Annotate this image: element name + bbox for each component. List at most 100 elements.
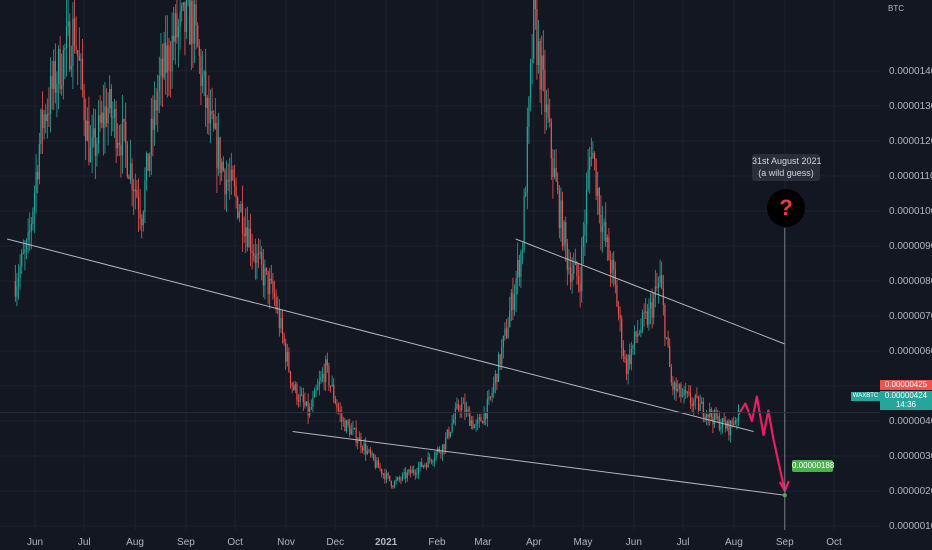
candle-body — [525, 192, 527, 197]
candle-body — [638, 333, 640, 335]
candle-body — [219, 137, 221, 173]
candle-body — [597, 188, 599, 196]
candle-body — [673, 382, 676, 390]
candle-body — [246, 227, 248, 248]
candle-body — [374, 459, 376, 468]
candle-body — [681, 395, 684, 397]
candle-body — [365, 443, 367, 454]
trendline[interactable] — [515, 238, 785, 345]
projection-line — [737, 395, 786, 492]
candle-body — [83, 89, 85, 120]
candle-body — [489, 396, 492, 398]
candle-body — [600, 214, 602, 233]
candle-body — [448, 429, 450, 437]
candle-body — [27, 231, 29, 241]
y-tick-label: 0.00000700 — [889, 311, 932, 322]
y-tick-label: 0.00001200 — [889, 136, 932, 147]
current-price-label: 0.00000424 14:36 — [880, 391, 932, 410]
candle-body — [38, 144, 40, 180]
candle-body — [529, 62, 532, 98]
candle-body — [307, 401, 309, 416]
candle-body — [385, 473, 388, 480]
candle-body — [264, 267, 266, 286]
candle-body — [57, 48, 60, 84]
candle-body — [609, 260, 612, 274]
candle-body — [456, 403, 458, 409]
candle-body — [283, 334, 285, 344]
candle-body — [414, 472, 416, 475]
candle-body — [571, 273, 573, 283]
grid-lines — [0, 0, 880, 530]
candle-body — [614, 269, 616, 285]
candle-body — [136, 189, 138, 197]
candle-body — [141, 218, 143, 226]
symbol-tag: WAXBTC — [851, 392, 880, 401]
candle-body — [104, 106, 106, 128]
candle-body — [430, 459, 432, 462]
candle-body — [648, 308, 650, 325]
candle-body — [40, 109, 42, 145]
annotation-note[interactable]: 31st August 2021 (a wild guess) — [752, 154, 822, 181]
candle-body — [544, 69, 546, 113]
candle-body — [371, 453, 373, 455]
candle-body — [622, 347, 624, 357]
candle-body — [581, 247, 583, 292]
question-mark-icon[interactable]: ? — [767, 189, 805, 227]
candle-body — [595, 159, 597, 196]
candle-body — [278, 308, 280, 329]
candle-body — [729, 420, 732, 436]
candle-body — [69, 21, 71, 70]
x-tick-label: Jun — [27, 537, 43, 548]
candle-body — [85, 119, 87, 141]
candle-body — [389, 475, 391, 481]
candle-body — [558, 190, 560, 229]
candle-body — [373, 453, 375, 460]
candle-body — [344, 420, 346, 432]
candle-body — [267, 271, 269, 295]
candle-body — [101, 112, 103, 123]
candle-body — [129, 163, 132, 180]
candle-body — [587, 169, 589, 190]
candle-body — [345, 420, 348, 432]
candle-body — [579, 283, 581, 292]
candle-body — [217, 137, 220, 169]
countdown-timer: 14:36 — [895, 400, 917, 409]
candle-body — [549, 118, 551, 123]
candle-body — [470, 420, 472, 426]
candle-body — [339, 410, 341, 414]
x-tick-label: May — [574, 537, 593, 548]
candle-body — [451, 423, 453, 433]
candle-body — [285, 343, 287, 362]
candle-body — [313, 390, 316, 398]
x-tick-label: Aug — [126, 537, 144, 548]
candle-body — [560, 200, 562, 229]
candle-body — [304, 402, 306, 406]
candle-body — [329, 385, 332, 387]
candle-body — [603, 222, 605, 226]
candle-body — [56, 83, 58, 93]
candle-body — [392, 486, 394, 488]
candle-body — [273, 293, 276, 298]
candle-body — [528, 97, 530, 127]
candle-body — [598, 188, 600, 215]
candle-body — [685, 389, 687, 393]
trendlines[interactable] — [6, 238, 785, 496]
candle-body — [86, 120, 88, 141]
candle-body — [705, 414, 708, 419]
candle-body — [635, 331, 637, 337]
y-tick-label: 0.00001100 — [889, 171, 932, 182]
candle-body — [688, 392, 690, 394]
candle-body — [582, 235, 584, 248]
candle-body — [417, 466, 420, 474]
trendline[interactable] — [6, 238, 754, 432]
candle-body — [633, 331, 636, 345]
candle-body — [293, 386, 295, 390]
x-tick-label: Mar — [474, 537, 492, 548]
candle-body — [717, 416, 719, 419]
candle-body — [189, 0, 191, 45]
trendline[interactable] — [292, 431, 785, 496]
candle-body — [469, 411, 471, 426]
candle-body — [536, 8, 538, 65]
candle-body — [653, 297, 655, 318]
